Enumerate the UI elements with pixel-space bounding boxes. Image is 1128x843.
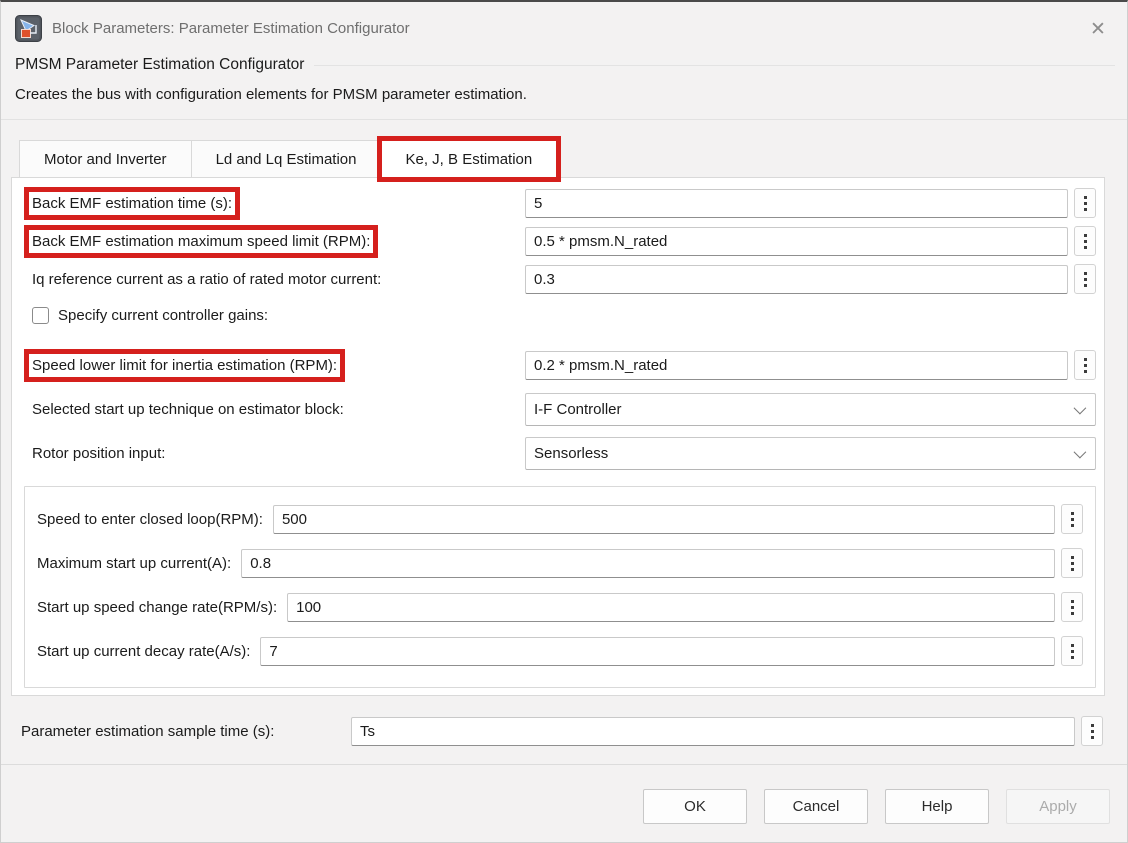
- ellipsis-menu-icon[interactable]: [1061, 504, 1083, 534]
- startup-current-decay-input[interactable]: [260, 636, 1055, 666]
- field-row-closed-loop-speed: Speed to enter closed loop(RPM):: [37, 497, 1083, 541]
- title-bar: Block Parameters: Parameter Estimation C…: [1, 2, 1127, 54]
- simulink-block-icon: [15, 14, 42, 42]
- chevron-down-icon: [1073, 401, 1087, 414]
- back-emf-speed-limit-input[interactable]: [525, 226, 1068, 256]
- ellipsis-menu-icon[interactable]: [1081, 716, 1103, 746]
- field-row-sample-time: Parameter estimation sample time (s):: [21, 712, 1103, 750]
- cancel-button[interactable]: Cancel: [764, 789, 868, 824]
- startup-speed-rate-input[interactable]: [287, 592, 1055, 622]
- back-emf-speed-limit-label: Back EMF estimation maximum speed limit …: [23, 224, 379, 258]
- speed-lower-limit-input[interactable]: [525, 350, 1068, 380]
- ellipsis-menu-icon[interactable]: [1061, 636, 1083, 666]
- back-emf-time-input[interactable]: [525, 188, 1068, 218]
- max-startup-current-input[interactable]: [241, 548, 1055, 578]
- closed-loop-speed-label: Speed to enter closed loop(RPM):: [37, 510, 263, 528]
- header-separator: [1, 119, 1127, 120]
- annotation-box: Back EMF estimation time (s):: [22, 186, 525, 220]
- ellipsis-menu-icon[interactable]: [1074, 226, 1096, 256]
- tab-panel-ke-j-b-estimation: Back EMF estimation time (s): Back EMF e…: [11, 177, 1105, 696]
- apply-button[interactable]: Apply: [1006, 789, 1110, 824]
- tab-strip: Motor and Inverter Ld and Lq Estimation …: [19, 136, 1127, 182]
- tab-label: Ld and Lq Estimation: [215, 150, 357, 168]
- rotor-position-label: Rotor position input:: [32, 444, 166, 462]
- speed-lower-limit-label: Speed lower limit for inertia estimation…: [23, 348, 346, 382]
- field-row-back-emf-speed-limit: Back EMF estimation maximum speed limit …: [22, 222, 1096, 260]
- ok-button[interactable]: OK: [643, 789, 747, 824]
- tab-label: Ke, J, B Estimation: [405, 151, 533, 168]
- startup-current-decay-label: Start up current decay rate(A/s):: [37, 642, 251, 660]
- field-row-iq-ratio: Iq reference current as a ratio of rated…: [22, 260, 1096, 298]
- specify-gains-label: Specify current controller gains:: [58, 306, 269, 324]
- help-button[interactable]: Help: [885, 789, 989, 824]
- chevron-down-icon: [1073, 445, 1087, 458]
- max-startup-current-label: Maximum start up current(A):: [37, 554, 232, 572]
- field-row-rotor-position: Rotor position input: Sensorless: [22, 432, 1096, 474]
- startup-settings-group: Speed to enter closed loop(RPM): Maximum…: [24, 486, 1096, 688]
- tab-motor-and-inverter[interactable]: Motor and Inverter: [19, 140, 192, 177]
- ellipsis-menu-icon[interactable]: [1074, 350, 1096, 380]
- tab-label: Motor and Inverter: [44, 150, 167, 168]
- rotor-position-dropdown[interactable]: Sensorless: [525, 436, 1096, 470]
- closed-loop-speed-input[interactable]: [272, 504, 1055, 534]
- ellipsis-menu-icon[interactable]: [1061, 592, 1083, 622]
- specify-gains-checkbox[interactable]: [32, 306, 49, 324]
- sample-time-label: Parameter estimation sample time (s):: [21, 722, 275, 740]
- dialog-description: Creates the bus with configuration eleme…: [15, 86, 527, 103]
- tab-ke-j-b-estimation[interactable]: Ke, J, B Estimation: [376, 136, 562, 182]
- tab-ld-lq-estimation[interactable]: Ld and Lq Estimation: [190, 140, 382, 177]
- annotation-box: Back EMF estimation maximum speed limit …: [22, 224, 525, 258]
- footer-separator: [1, 764, 1127, 765]
- page-title: PMSM Parameter Estimation Configurator: [15, 56, 305, 73]
- ellipsis-menu-icon[interactable]: [1074, 188, 1096, 218]
- field-row-startup-technique: Selected start up technique on estimator…: [22, 388, 1096, 430]
- dialog-button-bar: OK Cancel Help Apply: [1, 765, 1127, 824]
- startup-speed-rate-label: Start up speed change rate(RPM/s):: [37, 598, 278, 616]
- startup-technique-label: Selected start up technique on estimator…: [32, 400, 344, 418]
- field-row-max-startup-current: Maximum start up current(A):: [37, 541, 1083, 585]
- ellipsis-menu-icon[interactable]: [1074, 264, 1096, 294]
- back-emf-time-label: Back EMF estimation time (s):: [23, 186, 241, 220]
- field-row-back-emf-time: Back EMF estimation time (s):: [22, 184, 1096, 222]
- rotor-position-value: Sensorless: [534, 444, 609, 462]
- close-icon[interactable]: ✕: [1090, 18, 1106, 40]
- field-row-speed-lower-limit: Speed lower limit for inertia estimation…: [22, 344, 1096, 386]
- iq-ratio-label: Iq reference current as a ratio of rated…: [32, 270, 382, 288]
- field-row-startup-speed-rate: Start up speed change rate(RPM/s):: [37, 585, 1083, 629]
- annotation-box: Speed lower limit for inertia estimation…: [22, 348, 525, 382]
- window-title: Block Parameters: Parameter Estimation C…: [52, 19, 410, 37]
- sample-time-input[interactable]: [351, 716, 1075, 746]
- startup-technique-dropdown[interactable]: I-F Controller: [525, 392, 1096, 426]
- iq-ratio-input[interactable]: [525, 264, 1068, 294]
- ellipsis-menu-icon[interactable]: [1061, 548, 1083, 578]
- dialog-heading-row: PMSM Parameter Estimation Configurator: [15, 56, 1127, 74]
- field-row-startup-current-decay: Start up current decay rate(A/s):: [37, 629, 1083, 673]
- startup-technique-value: I-F Controller: [534, 400, 622, 418]
- specify-gains-row: Specify current controller gains:: [22, 298, 1096, 332]
